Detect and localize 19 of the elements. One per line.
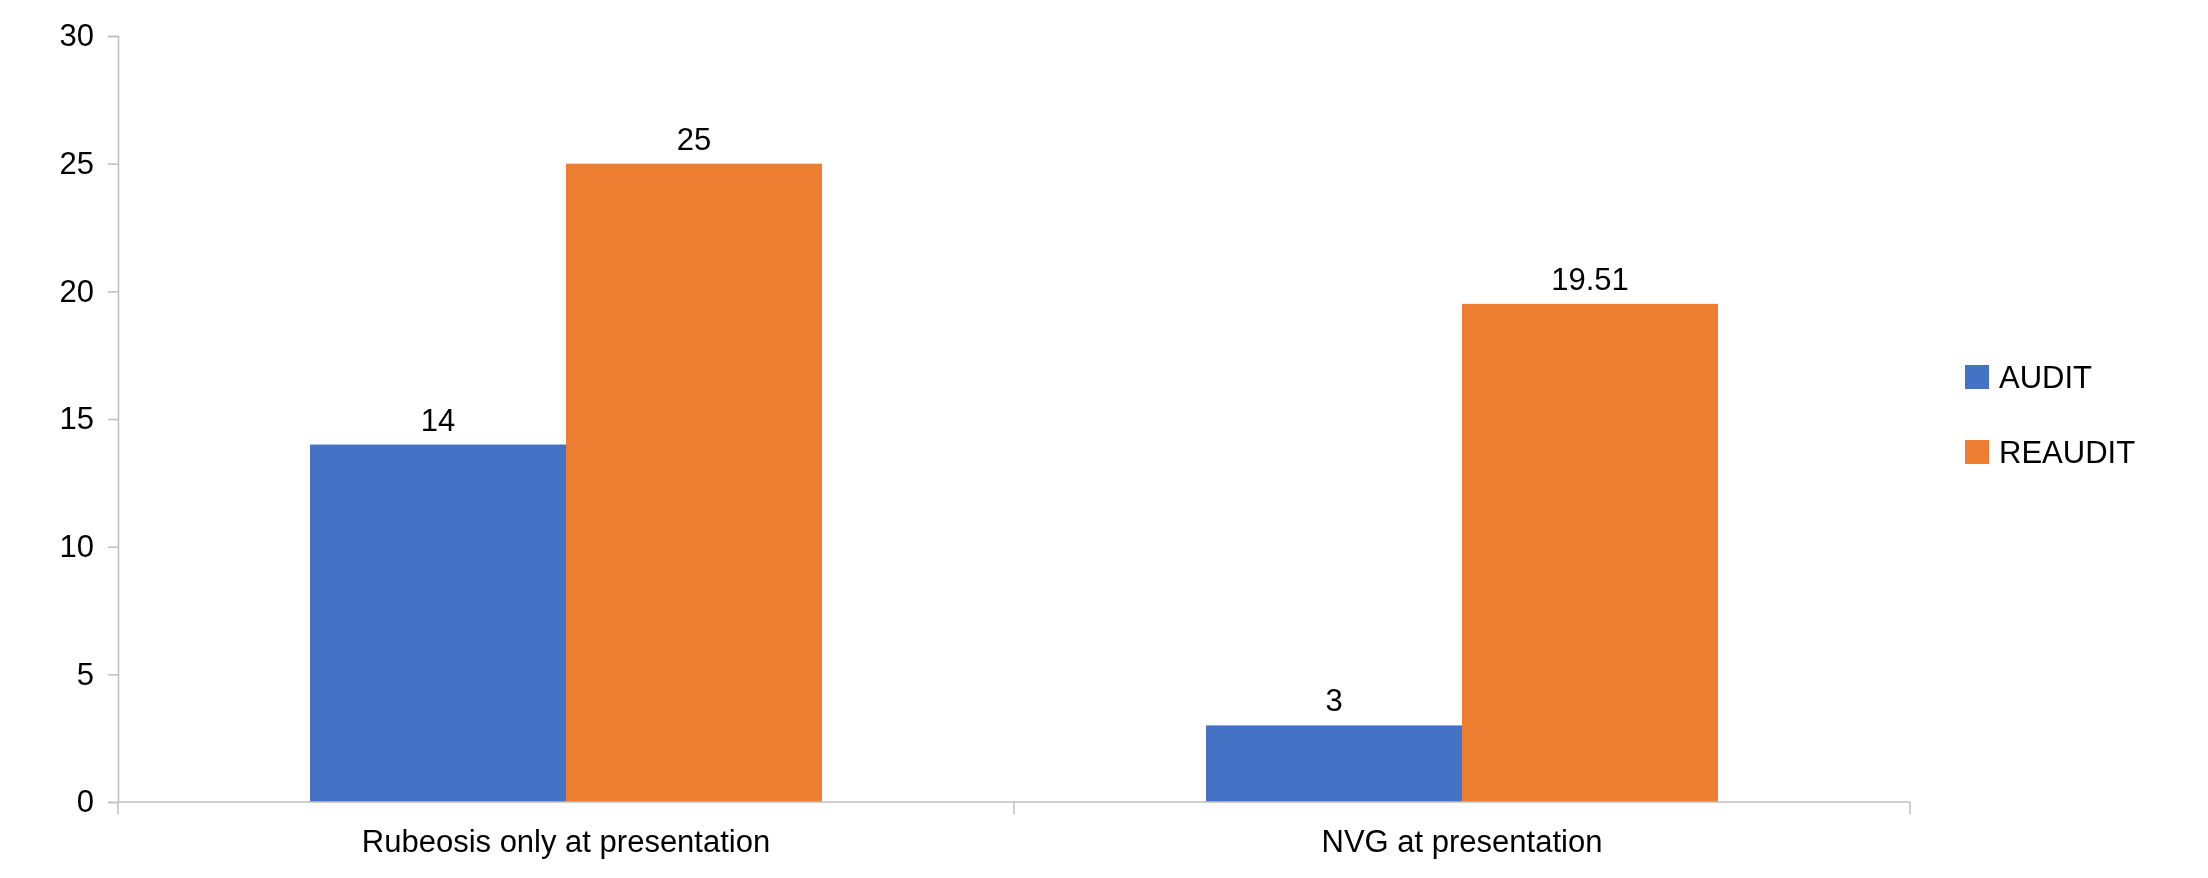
bar — [1206, 725, 1462, 802]
legend-label: AUDIT — [1999, 360, 2093, 395]
y-tick-label: 15 — [59, 401, 94, 437]
data-label: 14 — [420, 402, 456, 438]
bar — [566, 163, 822, 802]
y-tick-label: 20 — [59, 273, 94, 309]
x-tick-label: Rubeosis only at presentation — [361, 824, 771, 859]
y-tick-label: 25 — [59, 146, 94, 182]
legend-label: REAUDIT — [1999, 435, 2136, 470]
bar — [1462, 303, 1718, 802]
data-label: 25 — [676, 121, 712, 157]
x-tick-label: NVG at presentation — [1321, 824, 1603, 859]
y-tick-label: 0 — [76, 784, 94, 820]
bar — [310, 444, 566, 802]
y-tick-label: 10 — [59, 529, 94, 565]
y-tick-label: 30 — [59, 18, 94, 54]
data-label: 19.51 — [1551, 261, 1629, 297]
data-label: 3 — [1325, 683, 1343, 719]
y-tick-label: 5 — [76, 656, 94, 692]
